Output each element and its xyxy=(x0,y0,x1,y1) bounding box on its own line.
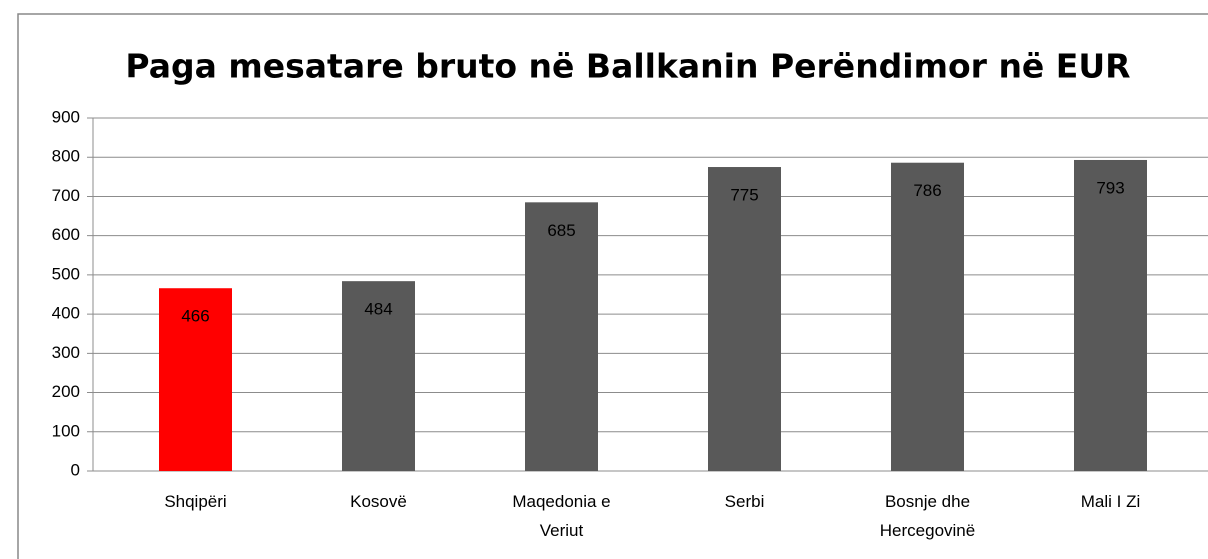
y-tick-label: 300 xyxy=(52,343,80,362)
data-label: 793 xyxy=(1096,178,1124,197)
y-tick-label: 400 xyxy=(52,304,80,323)
data-label: 775 xyxy=(730,186,758,205)
data-label: 466 xyxy=(181,307,209,326)
x-tick-label: Mali I Zi xyxy=(1081,492,1141,511)
chart-title: Paga mesatare bruto në Ballkanin Perëndi… xyxy=(125,47,1130,86)
bar xyxy=(891,162,964,472)
x-tick-label: Shqipëri xyxy=(164,492,226,511)
bar xyxy=(525,202,598,472)
x-tick-label: Serbi xyxy=(725,492,765,511)
x-tick-label: Maqedonia e Veriut xyxy=(512,492,610,540)
bar xyxy=(708,167,781,471)
y-tick-label: 600 xyxy=(52,225,80,244)
y-tick-label: 100 xyxy=(52,421,80,440)
chart-frame xyxy=(17,13,1208,559)
data-label: 484 xyxy=(364,300,392,319)
bar xyxy=(342,281,415,471)
y-tick-label: 900 xyxy=(52,107,80,126)
x-tick-label: Kosovë xyxy=(350,492,407,511)
bar xyxy=(159,288,232,471)
bar xyxy=(1074,159,1147,471)
data-label: 786 xyxy=(913,181,941,200)
data-label: 685 xyxy=(547,221,575,240)
y-tick-label: 200 xyxy=(52,382,80,401)
x-tick-label: Bosnje dhe Hercegovinë xyxy=(880,492,975,540)
y-tick-label: 700 xyxy=(52,186,80,205)
y-tick-label: 0 xyxy=(71,460,80,479)
y-tick-label: 800 xyxy=(52,147,80,166)
y-tick-label: 500 xyxy=(52,264,80,283)
